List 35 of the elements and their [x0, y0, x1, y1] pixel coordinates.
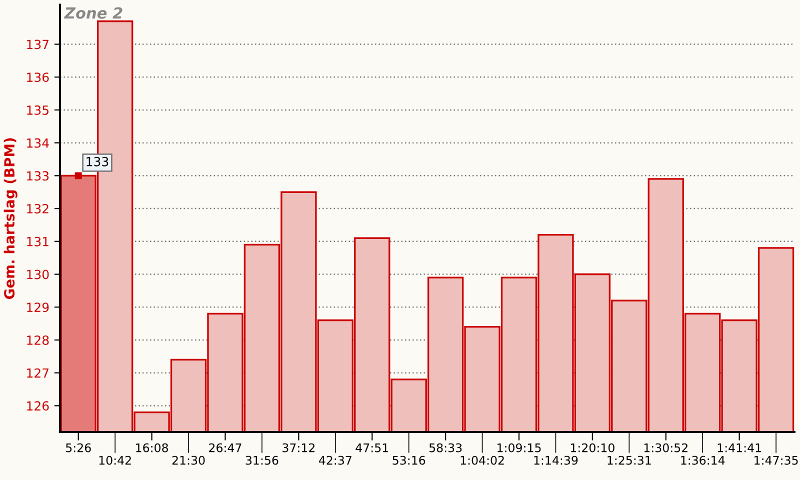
y-tick-label: 127	[27, 368, 49, 378]
y-axis-title: Gem. hartslag (BPM)	[4, 138, 18, 300]
y-tick-label: 130	[27, 270, 49, 280]
x-tick-label: 1:41:41	[718, 443, 761, 452]
x-tick-label: 47:51	[356, 443, 388, 452]
x-tick-label: 1:30:52	[644, 443, 688, 452]
x-tick-label: 58:33	[429, 443, 462, 452]
y-tick-label: 135	[27, 105, 48, 115]
x-tick-label: 1:20:10	[570, 443, 614, 452]
x-tick-label: 31:56	[246, 456, 278, 465]
y-tick-label: 126	[27, 401, 49, 411]
y-tick-label: 129	[27, 302, 49, 312]
y-tick-label: 131	[27, 236, 48, 246]
x-tick-label: 1:14:39	[534, 456, 578, 465]
x-tick-label: 16:08	[136, 443, 168, 452]
chart-title: Zone 2	[64, 7, 122, 19]
y-tick-label: 136	[27, 72, 49, 82]
x-tick-label: 1:09:15	[498, 443, 541, 452]
x-tick-label: 1:04:02	[460, 456, 504, 465]
x-tick-label: 1:47:35	[754, 456, 798, 465]
x-tick-label: 1:25:31	[608, 456, 651, 465]
x-tick-label: 21:30	[172, 456, 205, 465]
y-tick-label: 134	[27, 138, 49, 148]
x-tick-label: 53:16	[392, 456, 426, 465]
x-tick-label: 26:47	[209, 443, 242, 452]
y-tick-label: 128	[27, 335, 49, 345]
x-tick-label: 37:12	[282, 443, 315, 452]
y-tick-label: 132	[27, 204, 48, 214]
x-tick-label: 42:37	[318, 456, 352, 465]
y-tick-label: 133	[27, 171, 49, 181]
x-tick-label: 5:26	[66, 443, 91, 452]
x-tick-label: 10:42	[99, 456, 131, 465]
data-label: 133	[86, 156, 108, 166]
x-tick-label: 1:36:14	[681, 456, 725, 465]
y-tick-label: 137	[27, 40, 49, 50]
